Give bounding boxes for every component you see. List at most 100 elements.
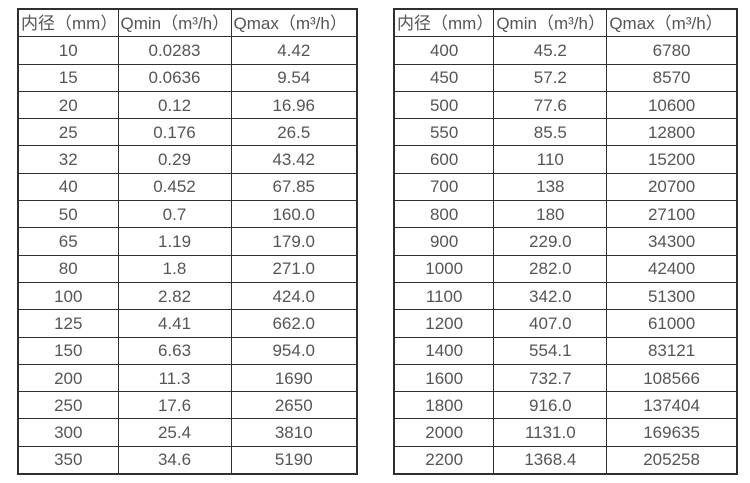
qmin-cell: 732.7 xyxy=(493,363,608,393)
diameter-cell: 600 xyxy=(393,145,495,174)
diameter-cell: 800 xyxy=(393,200,495,229)
diameter-cell: 550 xyxy=(393,118,495,147)
qmin-cell: 34.6 xyxy=(117,445,232,475)
table-row: 65 1.19 179.0 xyxy=(17,227,358,256)
qmin-cell: 138 xyxy=(493,172,608,202)
table-row: 125 4.41 662.0 xyxy=(17,309,358,338)
qmin-cell: 25.4 xyxy=(117,418,232,447)
table-row: 50 0.7 160.0 xyxy=(17,200,358,229)
header-qmin: Qmin（m³/h） xyxy=(493,8,608,38)
qmin-cell: 0.12 xyxy=(117,90,232,120)
table-row: 80 1.8 271.0 xyxy=(17,254,358,283)
diameter-cell: 125 xyxy=(17,309,119,338)
qmin-cell: 0.0636 xyxy=(117,63,232,92)
table-row: 1800 916.0 137404 xyxy=(393,391,738,420)
diameter-cell: 150 xyxy=(17,336,119,365)
diameter-cell: 1200 xyxy=(393,309,495,338)
qmin-cell: 110 xyxy=(493,145,608,174)
header-qmin: Qmin（m³/h） xyxy=(117,8,232,38)
qmax-cell: 169635 xyxy=(606,418,738,447)
qmax-cell: 137404 xyxy=(606,391,738,420)
diameter-cell: 450 xyxy=(393,63,495,92)
diameter-cell: 1400 xyxy=(393,336,495,365)
table-row: 2000 1131.0 169635 xyxy=(393,418,738,447)
table-row: 20 0.12 16.96 xyxy=(17,90,358,120)
qmin-cell: 4.41 xyxy=(117,309,232,338)
diameter-cell: 40 xyxy=(17,172,119,202)
table-body: 400 45.2 6780 450 57.2 8570 500 77.6 10600 550 85.… xyxy=(393,36,738,475)
table-row: 1000 282.0 42400 xyxy=(393,254,738,283)
diameter-cell: 50 xyxy=(17,200,119,229)
diameter-cell: 1600 xyxy=(393,363,495,393)
diameter-cell: 2200 xyxy=(393,445,495,475)
diameter-cell: 250 xyxy=(17,391,119,420)
qmin-cell: 0.176 xyxy=(117,118,232,147)
table-row: 550 85.5 12800 xyxy=(393,118,738,147)
table-row: 1100 342.0 51300 xyxy=(393,281,738,311)
qmin-cell: 1368.4 xyxy=(493,445,608,475)
diameter-cell: 350 xyxy=(17,445,119,475)
table-row: 1400 554.1 83121 xyxy=(393,336,738,365)
diameter-cell: 15 xyxy=(17,63,119,92)
table-row: 15 0.0636 9.54 xyxy=(17,63,358,92)
diameter-cell: 1800 xyxy=(393,391,495,420)
qmax-cell: 26.5 xyxy=(230,118,358,147)
table-row: 150 6.63 954.0 xyxy=(17,336,358,365)
qmax-cell: 4.42 xyxy=(230,36,358,65)
qmax-cell: 271.0 xyxy=(230,254,358,283)
diameter-cell: 1000 xyxy=(393,254,495,283)
qmin-cell: 57.2 xyxy=(493,63,608,92)
table-row: 32 0.29 43.42 xyxy=(17,145,358,174)
table-row: 1200 407.0 61000 xyxy=(393,309,738,338)
qmax-cell: 51300 xyxy=(606,281,738,311)
spec-table-small-diameters: 内径（mm） Qmin（m³/h） Qmax（m³/h） 10 0.0283 4.4… xyxy=(17,8,358,476)
qmax-cell: 15200 xyxy=(606,145,738,174)
qmin-cell: 11.3 xyxy=(117,363,232,393)
diameter-cell: 32 xyxy=(17,145,119,174)
qmin-cell: 6.63 xyxy=(117,336,232,365)
qmin-cell: 916.0 xyxy=(493,391,608,420)
qmax-cell: 954.0 xyxy=(230,336,358,365)
table-row: 350 34.6 5190 xyxy=(17,445,358,475)
qmin-cell: 0.29 xyxy=(117,145,232,174)
qmin-cell: 2.82 xyxy=(117,281,232,311)
qmin-cell: 342.0 xyxy=(493,281,608,311)
table-row: 2200 1368.4 205258 xyxy=(393,445,738,475)
qmin-cell: 554.1 xyxy=(493,336,608,365)
diameter-cell: 300 xyxy=(17,418,119,447)
qmax-cell: 108566 xyxy=(606,363,738,393)
table-row: 400 45.2 6780 xyxy=(393,36,738,65)
header-row: 内径（mm） Qmin（m³/h） Qmax（m³/h） xyxy=(393,8,738,38)
table-row: 300 25.4 3810 xyxy=(17,418,358,447)
qmax-cell: 8570 xyxy=(606,63,738,92)
qmin-cell: 407.0 xyxy=(493,309,608,338)
qmin-cell: 77.6 xyxy=(493,90,608,120)
table-row: 200 11.3 1690 xyxy=(17,363,358,393)
diameter-cell: 900 xyxy=(393,227,495,256)
diameter-cell: 25 xyxy=(17,118,119,147)
qmin-cell: 282.0 xyxy=(493,254,608,283)
diameter-cell: 400 xyxy=(393,36,495,65)
table-row: 450 57.2 8570 xyxy=(393,63,738,92)
table-row: 600 110 15200 xyxy=(393,145,738,174)
qmin-cell: 0.452 xyxy=(117,172,232,202)
qmin-cell: 1.19 xyxy=(117,227,232,256)
header-diameter: 内径（mm） xyxy=(17,8,119,38)
qmax-cell: 61000 xyxy=(606,309,738,338)
header-qmax: Qmax（m³/h） xyxy=(230,8,358,38)
qmin-cell: 0.0283 xyxy=(117,36,232,65)
qmin-cell: 1.8 xyxy=(117,254,232,283)
qmax-cell: 83121 xyxy=(606,336,738,365)
qmax-cell: 662.0 xyxy=(230,309,358,338)
qmax-cell: 179.0 xyxy=(230,227,358,256)
diameter-cell: 80 xyxy=(17,254,119,283)
header-qmax: Qmax（m³/h） xyxy=(606,8,738,38)
diameter-cell: 100 xyxy=(17,281,119,311)
diameter-cell: 10 xyxy=(17,36,119,65)
table-row: 100 2.82 424.0 xyxy=(17,281,358,311)
qmax-cell: 5190 xyxy=(230,445,358,475)
diameter-cell: 1100 xyxy=(393,281,495,311)
diameter-cell: 2000 xyxy=(393,418,495,447)
qmin-cell: 85.5 xyxy=(493,118,608,147)
qmin-cell: 180 xyxy=(493,200,608,229)
